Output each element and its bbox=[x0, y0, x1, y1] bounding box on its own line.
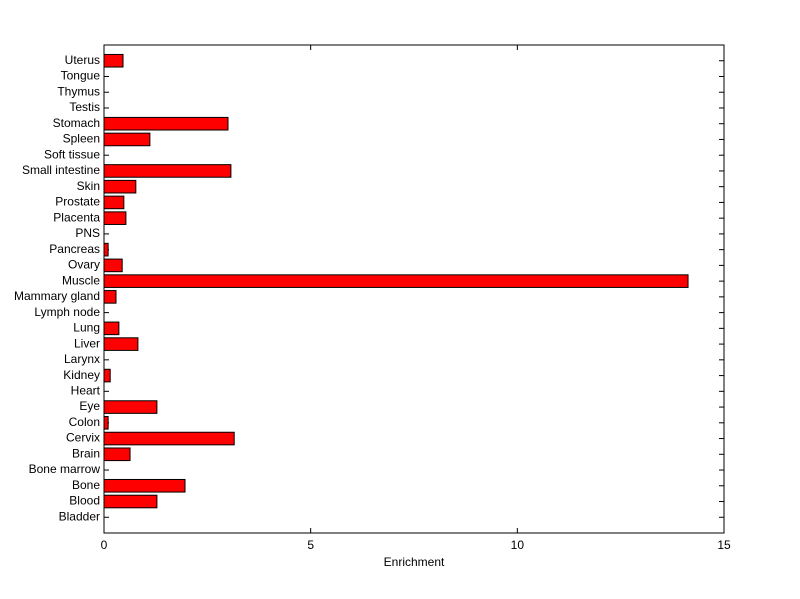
x-tick-label: 10 bbox=[511, 538, 525, 552]
y-tick-label: Colon bbox=[69, 415, 100, 429]
bar bbox=[103, 179, 137, 194]
y-tick-label: Tongue bbox=[61, 69, 101, 83]
bar bbox=[103, 337, 139, 351]
x-tick-label: 0 bbox=[101, 538, 108, 552]
y-tick-label: Soft tissue bbox=[44, 147, 100, 161]
x-axis-label: Enrichment bbox=[384, 555, 445, 569]
x-tick-label: 15 bbox=[717, 538, 731, 552]
y-tick-label: Mammary gland bbox=[14, 289, 100, 303]
bar bbox=[103, 132, 151, 147]
y-tick-label: Prostate bbox=[55, 195, 100, 209]
y-tick-label: Liver bbox=[74, 336, 100, 350]
y-tick-label: Eye bbox=[79, 399, 100, 413]
bar bbox=[103, 195, 125, 210]
bar bbox=[103, 400, 158, 414]
y-tick-label: Stomach bbox=[53, 116, 100, 130]
bar bbox=[103, 368, 111, 383]
y-tick-label: Lung bbox=[73, 321, 100, 335]
y-tick-label: Thymus bbox=[57, 84, 100, 98]
y-tick-label: Lymph node bbox=[34, 305, 100, 319]
bar bbox=[103, 321, 120, 336]
y-tick-label: Blood bbox=[69, 494, 100, 508]
y-tick-label: Pancreas bbox=[49, 242, 100, 256]
y-tick-label: Muscle bbox=[62, 273, 100, 287]
bar bbox=[103, 164, 232, 178]
y-tick-label: Bladder bbox=[59, 509, 100, 523]
bar bbox=[103, 447, 131, 462]
bar bbox=[103, 258, 123, 273]
y-tick-label: Skin bbox=[77, 179, 100, 193]
bar bbox=[103, 290, 117, 304]
y-tick-label: PNS bbox=[75, 226, 100, 240]
bar bbox=[103, 494, 158, 509]
y-tick-label: Testis bbox=[69, 100, 100, 114]
bar bbox=[103, 431, 235, 446]
bar bbox=[103, 116, 229, 131]
y-tick-label: Spleen bbox=[63, 132, 100, 146]
x-tick-label: 5 bbox=[307, 538, 314, 552]
bar bbox=[103, 274, 689, 288]
bar bbox=[103, 242, 109, 257]
y-tick-label: Small intestine bbox=[22, 163, 100, 177]
y-tick-label: Ovary bbox=[68, 258, 100, 272]
bar bbox=[103, 416, 109, 430]
y-tick-label: Heart bbox=[71, 383, 101, 397]
y-tick-label: Larynx bbox=[64, 352, 100, 366]
y-tick-label: Uterus bbox=[65, 53, 100, 67]
bar bbox=[103, 211, 127, 225]
bar bbox=[103, 478, 186, 493]
y-tick-label: Bone bbox=[72, 478, 100, 492]
y-tick-label: Placenta bbox=[53, 210, 100, 224]
y-tick-label: Cervix bbox=[66, 431, 100, 445]
y-tick-label: Bone marrow bbox=[29, 462, 101, 476]
y-tick-label: Brain bbox=[72, 446, 100, 460]
y-tick-label: Kidney bbox=[63, 368, 100, 382]
bar bbox=[103, 53, 124, 68]
